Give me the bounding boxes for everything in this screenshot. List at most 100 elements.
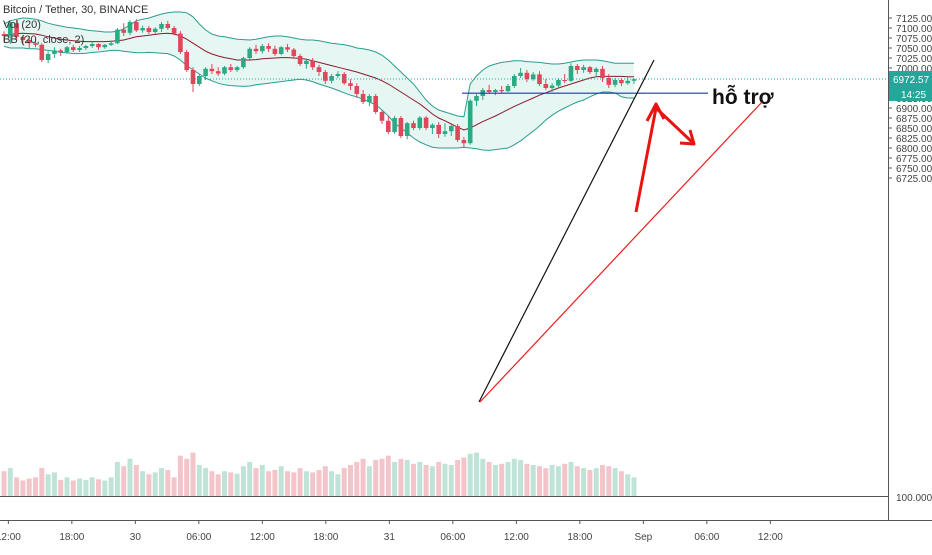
price-tick-label: 7075.00 xyxy=(896,34,932,45)
candle xyxy=(612,80,618,85)
volume-bar xyxy=(14,477,20,496)
volume-bar xyxy=(272,470,278,496)
candle xyxy=(392,118,397,132)
volume-bar xyxy=(568,461,574,496)
time-tick-label: 06:00 xyxy=(694,532,719,543)
volume-bar xyxy=(121,466,127,496)
candle xyxy=(260,46,265,52)
volume-bar xyxy=(417,461,423,496)
volume-bar xyxy=(530,465,536,496)
trendline-black[interactable] xyxy=(478,59,655,403)
candle xyxy=(121,29,126,33)
volume-bar xyxy=(505,461,511,496)
candle xyxy=(184,52,189,70)
candle xyxy=(215,71,221,74)
time-tick-label: 12:00 xyxy=(504,532,529,543)
volume-bar xyxy=(612,468,618,496)
projection-arrow[interactable] xyxy=(634,106,694,213)
candle xyxy=(354,86,360,94)
candle xyxy=(253,48,259,52)
candle xyxy=(102,44,108,48)
candle xyxy=(461,140,467,144)
candle xyxy=(530,74,536,80)
volume-bar xyxy=(398,458,404,496)
legend-bollinger: BB (20, close, 2) xyxy=(3,34,85,46)
candle xyxy=(197,76,202,84)
volume-bar xyxy=(455,460,461,496)
volume-bar xyxy=(303,471,309,496)
candle xyxy=(543,84,549,88)
candle xyxy=(373,96,378,112)
legend-volume: Vol (20) xyxy=(3,19,41,31)
candle xyxy=(83,46,89,48)
candle xyxy=(190,70,196,84)
candle xyxy=(304,60,309,64)
candle xyxy=(291,49,297,56)
last-price-tag xyxy=(889,70,932,87)
volume-bar xyxy=(165,470,171,496)
volume-bar xyxy=(77,478,83,496)
last-price-value: 6972.57 xyxy=(893,75,930,86)
volume-bar xyxy=(7,468,13,496)
volume-bar xyxy=(385,455,391,496)
volume-bar xyxy=(20,480,26,496)
time-tick-label: 12:00 xyxy=(250,532,275,543)
candle xyxy=(45,54,51,60)
volume-bar xyxy=(606,466,612,496)
price-tick-label: 7000.00 xyxy=(896,64,932,75)
candle xyxy=(203,68,208,76)
candle xyxy=(631,79,637,81)
trendline-red[interactable] xyxy=(479,101,763,403)
volume-bar xyxy=(108,477,114,496)
volume-bar xyxy=(26,478,32,496)
candle xyxy=(562,80,567,81)
candle xyxy=(360,94,366,102)
price-tick-label: 7050.00 xyxy=(896,44,932,55)
legend: Bitcoin / Tether, 30, BINANCE Vol (20) B… xyxy=(3,3,148,48)
volume-bar xyxy=(278,466,284,496)
volume-bar xyxy=(423,465,429,496)
time-tick-label: 18:00 xyxy=(567,532,592,543)
volume-bar xyxy=(177,455,183,496)
price-tick-label: 7025.00 xyxy=(896,54,932,65)
candle xyxy=(411,123,416,128)
volume-bar xyxy=(492,465,498,496)
volume-bar xyxy=(392,461,398,496)
candle xyxy=(26,40,32,44)
candle xyxy=(575,66,580,70)
candle xyxy=(518,72,523,76)
volume-bar xyxy=(266,471,272,496)
volume-bar xyxy=(524,463,530,496)
candle xyxy=(89,44,95,46)
price-tick-label: 6725.00 xyxy=(896,174,932,185)
volume-bar xyxy=(480,458,486,496)
volume-bar xyxy=(562,463,568,496)
candle xyxy=(134,22,139,31)
support-label: hỗ trợ xyxy=(712,85,774,109)
time-tick-label: 06:00 xyxy=(440,532,465,543)
price-tick-label: 6850.00 xyxy=(896,124,932,135)
candle xyxy=(266,46,271,49)
volume-bar xyxy=(366,466,372,496)
candle xyxy=(285,47,290,50)
projection-arrow-head-up xyxy=(645,102,666,122)
volume-bar xyxy=(518,460,524,496)
volume-bar xyxy=(600,465,605,496)
volume-bar xyxy=(335,474,341,496)
volume-bar xyxy=(33,477,38,496)
price-tick-label: 6800.00 xyxy=(896,144,932,155)
volume-bar xyxy=(429,466,435,496)
candle xyxy=(449,126,454,132)
time-tick-label: Sep xyxy=(634,532,652,543)
candle xyxy=(386,120,391,132)
time-tick-label: 12:00 xyxy=(758,532,783,543)
volume-bar xyxy=(486,461,492,496)
volume-bar xyxy=(39,468,45,496)
volume-bar xyxy=(253,468,259,496)
volume-bar xyxy=(159,468,164,496)
volume-bar xyxy=(360,458,366,496)
price-tick-label: 6750.00 xyxy=(896,164,932,175)
volume-bar xyxy=(152,472,158,496)
